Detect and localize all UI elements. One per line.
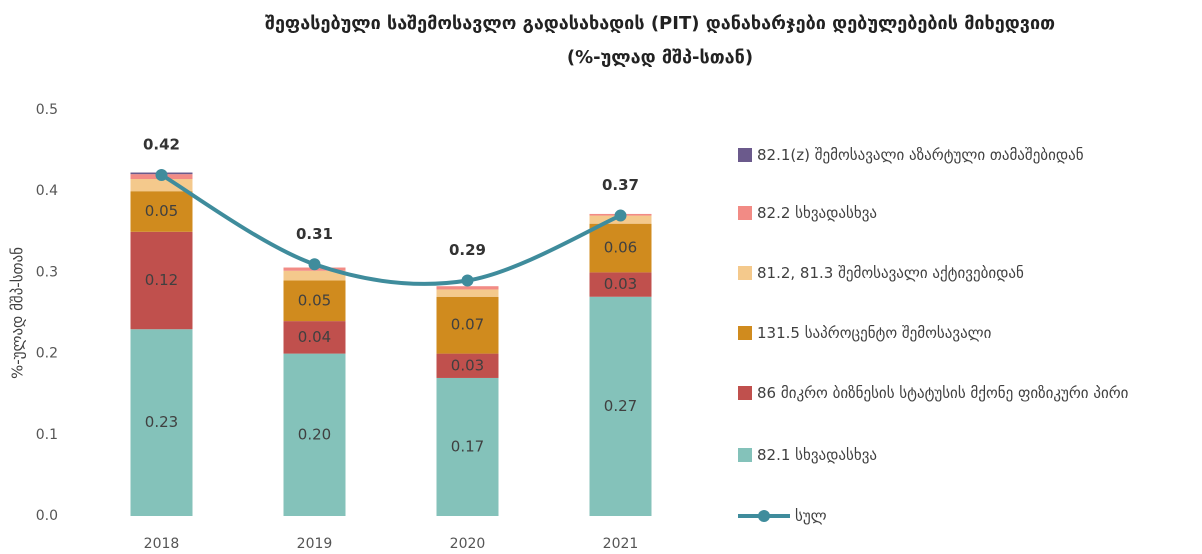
bar-segment bbox=[436, 289, 499, 297]
legend-label: 82.1(z) შემოსავალი აზარტული თამაშებიდან bbox=[757, 146, 1084, 164]
legend-label: სულ bbox=[795, 507, 827, 525]
legend-label: 81.2, 81.3 შემოსავალი აქტივებიდან bbox=[757, 264, 1024, 282]
y-tick-label: 0.2 bbox=[36, 346, 58, 362]
total-label: 0.37 bbox=[602, 176, 639, 194]
x-tick-label: 2021 bbox=[603, 536, 639, 552]
data-label: 0.17 bbox=[451, 437, 484, 455]
bar-segment bbox=[283, 270, 346, 281]
bar-segment bbox=[436, 296, 499, 354]
y-tick-label: 0.1 bbox=[36, 427, 58, 443]
x-tick-label: 2019 bbox=[297, 536, 333, 552]
chart-subtitle: (%-ულად მშპ-სთან) bbox=[567, 47, 753, 68]
legend-item: 82.1(z) შემოსავალი აზარტული თამაშებიდან bbox=[738, 140, 1198, 170]
data-label: 0.03 bbox=[604, 275, 637, 293]
bar-segment bbox=[436, 286, 499, 290]
bar-segment bbox=[130, 191, 193, 232]
legend-item: 86 მიკრო ბიზნესის სტატუსის მქონე ფიზიკურ… bbox=[738, 378, 1198, 408]
bar-segment bbox=[130, 231, 193, 330]
data-label: 0.05 bbox=[298, 291, 331, 309]
legend-label: 82.1 სხვადასხვა bbox=[757, 446, 878, 464]
bar-segment bbox=[436, 353, 499, 378]
legend-label: 82.2 სხვადასხვა bbox=[757, 204, 878, 222]
data-label: 0.03 bbox=[451, 356, 484, 374]
legend-swatch bbox=[738, 266, 752, 280]
legend-item: 82.1 სხვადასხვა bbox=[738, 440, 1198, 470]
data-label: 0.05 bbox=[145, 202, 178, 220]
legend-line bbox=[738, 510, 790, 522]
data-label: 0.12 bbox=[145, 271, 178, 289]
bar-segment bbox=[589, 296, 652, 516]
x-tick-label: 2018 bbox=[144, 536, 180, 552]
x-tick-label: 2020 bbox=[450, 536, 486, 552]
data-label: 0.20 bbox=[298, 425, 331, 443]
chart-title: შეფასებული საშემოსავლო გადასახადის (PIT)… bbox=[265, 13, 1055, 34]
legend-item: 81.2, 81.3 შემოსავალი აქტივებიდან bbox=[738, 258, 1198, 288]
legend-swatch bbox=[738, 448, 752, 462]
bar-segment bbox=[283, 321, 346, 354]
total-marker bbox=[614, 209, 627, 222]
total-marker bbox=[308, 258, 321, 271]
bar-segment bbox=[283, 280, 346, 322]
legend-swatch bbox=[738, 148, 752, 162]
y-tick-label: 0.0 bbox=[36, 508, 58, 524]
data-label: 0.06 bbox=[604, 239, 637, 257]
total-label: 0.29 bbox=[449, 241, 486, 259]
bar-segment bbox=[130, 329, 193, 516]
data-label: 0.07 bbox=[451, 316, 484, 334]
bar-segment bbox=[283, 353, 346, 516]
legend-swatch bbox=[738, 326, 752, 340]
legend-label: 131.5 საპროცენტო შემოსავალი bbox=[757, 324, 992, 342]
total-label: 0.31 bbox=[296, 225, 333, 243]
legend-item: სულ bbox=[738, 501, 1198, 531]
legend-swatch bbox=[738, 386, 752, 400]
y-tick-label: 0.4 bbox=[36, 183, 58, 199]
legend-item: 82.2 სხვადასხვა bbox=[738, 198, 1198, 228]
data-label: 0.27 bbox=[604, 397, 637, 415]
data-label: 0.23 bbox=[145, 413, 178, 431]
bar-segment bbox=[589, 223, 652, 273]
y-tick-label: 0.3 bbox=[36, 264, 58, 280]
y-axis-label: %-ულად მშპ-სთან bbox=[9, 247, 27, 379]
total-label: 0.42 bbox=[143, 135, 180, 153]
total-line bbox=[160, 173, 622, 286]
bar-segment bbox=[589, 272, 652, 297]
data-label: 0.04 bbox=[298, 328, 331, 346]
legend-swatch bbox=[738, 206, 752, 220]
total-marker bbox=[461, 274, 474, 287]
legend-item: 131.5 საპროცენტო შემოსავალი bbox=[738, 318, 1198, 348]
bar-segment bbox=[130, 179, 193, 192]
legend-label: 86 მიკრო ბიზნესის სტატუსის მქონე ფიზიკურ… bbox=[757, 384, 1129, 402]
y-tick-label: 0.5 bbox=[36, 102, 58, 118]
bar-segment bbox=[436, 377, 499, 516]
total-marker bbox=[155, 168, 168, 181]
